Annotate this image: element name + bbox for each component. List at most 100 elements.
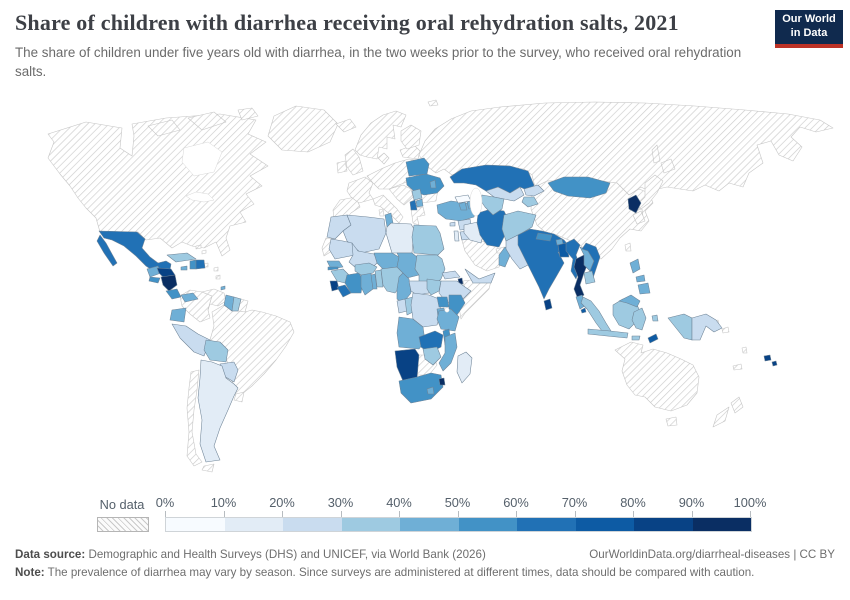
country-gambia[interactable] [327,266,339,271]
country-tasmania[interactable] [665,416,678,427]
country-cyprus[interactable] [449,221,456,227]
country-israel[interactable] [453,230,460,242]
country-papua-new-guinea[interactable] [691,313,723,341]
country-new-caledonia[interactable] [732,363,743,371]
owid-link[interactable]: OurWorldinData.org/diarrheal-diseases | … [589,548,835,561]
country-balkan-west[interactable] [388,184,414,206]
country-tajikistan[interactable] [521,196,539,208]
country-japan-honshu[interactable] [636,174,664,210]
country-arctic-islands[interactable] [237,107,259,121]
country-cameroon[interactable] [396,272,412,304]
country-china[interactable] [530,180,654,260]
country-belarus[interactable] [405,157,430,177]
country-peru[interactable] [171,323,211,357]
country-denmark[interactable] [377,152,390,165]
country-taiwan[interactable] [624,242,632,252]
country-suriname[interactable] [231,296,242,312]
country-cuba[interactable] [166,252,197,263]
country-fiji[interactable] [763,354,772,362]
country-egypt[interactable] [411,224,445,256]
country-trinidad-tobago[interactable] [220,285,226,291]
country-new-zealand-south[interactable] [712,406,730,428]
country-singapore[interactable] [580,307,587,314]
country-burkina-faso[interactable] [354,262,378,276]
country-indonesia-lesser-sunda[interactable] [631,335,641,341]
country-dominican-republic[interactable] [195,259,206,270]
country-bahamas[interactable] [195,244,202,250]
country-jamaica[interactable] [180,265,188,271]
country-nepal[interactable] [535,232,553,242]
country-new-zealand-north[interactable] [730,396,744,414]
country-cambodia[interactable] [583,270,596,285]
country-bahamas[interactable] [201,249,207,255]
country-vanuatu[interactable] [741,346,748,354]
country-malaysia-borneo[interactable] [618,294,641,308]
country-philippines-luzon[interactable] [629,258,641,274]
country-central-african-republic[interactable] [408,280,430,296]
country-indonesia-java[interactable] [587,328,629,339]
country-indonesia-moluccas[interactable] [651,314,659,322]
legend-segment[interactable] [400,518,459,531]
country-serbia[interactable] [411,188,423,201]
country-indonesia-west-papua[interactable] [667,313,693,341]
country-uk[interactable] [344,148,364,176]
country-scandinavia[interactable] [354,110,407,160]
country-chile[interactable] [186,369,203,467]
country-kyrgyzstan[interactable] [523,184,545,197]
country-arctic-islands[interactable] [187,111,227,131]
country-indonesia-sulawesi[interactable] [631,307,647,331]
country-ecuador[interactable] [169,307,187,323]
country-ukraine[interactable] [405,173,445,196]
country-south-africa[interactable] [398,372,444,404]
country-japan-hokkaido[interactable] [660,158,676,174]
country-drc[interactable] [410,292,442,328]
country-haiti[interactable] [189,259,197,270]
country-argentina[interactable] [197,359,239,463]
country-indonesia-sumatra[interactable] [580,296,612,336]
country-bolivia[interactable] [203,339,229,363]
legend-segment[interactable] [517,518,576,531]
country-costa-rica[interactable] [165,288,182,300]
country-panama[interactable] [180,292,199,303]
owid-logo[interactable]: Our World in Data [775,10,843,48]
legend-no-data-swatch[interactable] [97,517,149,532]
country-greece[interactable] [410,206,426,226]
country-philippines-mindanao[interactable] [637,282,651,295]
country-moldova[interactable] [429,179,437,189]
country-libya[interactable] [385,222,415,254]
country-north-korea[interactable] [627,194,642,214]
country-greenland[interactable] [267,105,339,153]
country-namibia[interactable] [394,348,420,382]
country-eswatini[interactable] [438,377,446,386]
legend-segment[interactable] [575,518,634,531]
country-sierra-leone[interactable] [329,280,340,292]
legend-segment[interactable] [341,518,400,531]
country-zimbabwe[interactable] [422,346,442,366]
country-fiji[interactable] [771,360,778,367]
country-mozambique[interactable] [438,332,458,372]
country-yemen[interactable] [464,268,496,284]
country-mongolia[interactable] [547,176,611,199]
country-north-macedonia[interactable] [415,198,424,208]
country-arctic-islands[interactable] [147,119,181,137]
country-mexico-baja[interactable] [96,234,118,267]
country-tierra-del-fuego[interactable] [201,463,215,473]
country-lesser-antilles[interactable] [215,274,221,280]
country-benin[interactable] [374,269,384,288]
legend-segment[interactable] [166,518,225,531]
country-ireland[interactable] [336,160,348,174]
country-italy[interactable] [372,194,404,224]
country-sardinia[interactable] [378,208,385,217]
country-algeria[interactable] [342,214,387,254]
country-uganda[interactable] [436,296,450,308]
country-solomon-islands[interactable] [721,326,730,334]
country-finland[interactable] [400,124,422,150]
country-svalbard[interactable] [427,99,439,107]
country-kenya[interactable] [448,294,466,316]
country-armenia[interactable] [458,201,468,211]
country-sri-lanka[interactable] [543,298,553,311]
country-togo[interactable] [370,273,378,290]
legend-segment[interactable] [692,518,751,531]
country-venezuela[interactable] [201,288,227,311]
country-uruguay[interactable] [233,391,245,403]
